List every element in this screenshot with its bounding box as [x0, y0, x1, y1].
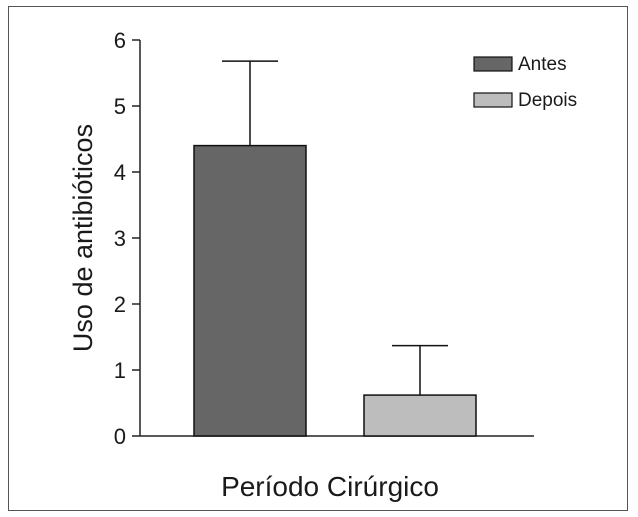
bar-antes — [193, 144, 307, 437]
chart-frame — [8, 6, 628, 511]
bar-depois — [363, 394, 477, 437]
y-tick-label: 3 — [114, 226, 126, 251]
legend-label-antes: Antes — [518, 54, 567, 75]
y-tick-label: 1 — [114, 358, 126, 383]
y-tick-label: 5 — [114, 94, 126, 119]
y-tick-label: 4 — [114, 160, 126, 185]
bars — [193, 60, 477, 437]
x-axis-label: Período Cirúrgico — [221, 471, 439, 502]
legend: Antes Depois — [473, 54, 577, 111]
legend-label-depois: Depois — [518, 90, 577, 111]
legend-swatch-depois — [473, 92, 513, 108]
y-tick-label: 0 — [114, 424, 126, 449]
legend-swatch-antes — [473, 56, 513, 72]
y-tick-label: 6 — [114, 28, 126, 53]
y-axis-label: Uso de antibióticos — [68, 124, 98, 352]
y-ticks: 0 1 2 3 4 5 6 — [114, 28, 140, 449]
y-tick-label: 2 — [114, 292, 126, 317]
